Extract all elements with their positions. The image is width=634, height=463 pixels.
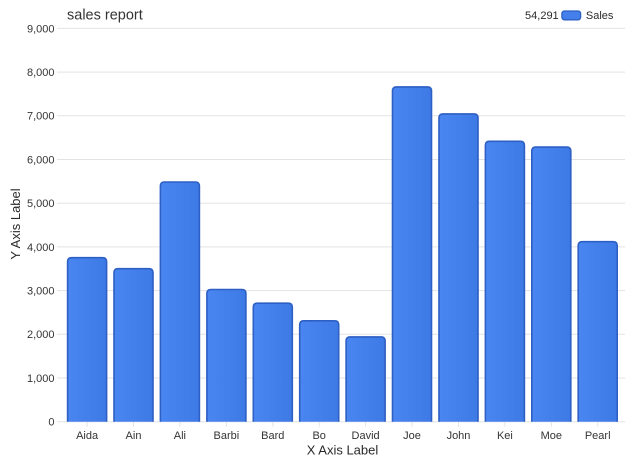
svg-text:Kei: Kei bbox=[497, 430, 513, 442]
svg-text:Barbi: Barbi bbox=[214, 430, 240, 442]
svg-text:9,000: 9,000 bbox=[27, 23, 55, 35]
svg-text:Sales: Sales bbox=[586, 10, 614, 22]
svg-text:X Axis Label: X Axis Label bbox=[307, 443, 379, 458]
svg-text:David: David bbox=[352, 430, 380, 442]
svg-text:6,000: 6,000 bbox=[27, 154, 55, 166]
svg-text:0: 0 bbox=[48, 417, 54, 429]
svg-text:Pearl: Pearl bbox=[585, 430, 611, 442]
svg-text:4,000: 4,000 bbox=[27, 242, 55, 254]
svg-text:Ain: Ain bbox=[126, 430, 142, 442]
svg-text:John: John bbox=[447, 430, 471, 442]
svg-text:54,291: 54,291 bbox=[525, 10, 559, 22]
svg-text:Aida: Aida bbox=[76, 430, 99, 442]
svg-text:1,000: 1,000 bbox=[27, 373, 55, 385]
svg-text:Y Axis Label: Y Axis Label bbox=[8, 188, 23, 259]
svg-text:7,000: 7,000 bbox=[27, 111, 55, 123]
svg-text:Moe: Moe bbox=[541, 430, 562, 442]
svg-text:Ali: Ali bbox=[174, 430, 186, 442]
svg-text:2,000: 2,000 bbox=[27, 329, 55, 341]
svg-text:5,000: 5,000 bbox=[27, 198, 55, 210]
svg-text:8,000: 8,000 bbox=[27, 67, 55, 79]
svg-text:Joe: Joe bbox=[403, 430, 421, 442]
svg-text:3,000: 3,000 bbox=[27, 286, 55, 298]
svg-text:Bo: Bo bbox=[312, 430, 325, 442]
svg-text:Bard: Bard bbox=[261, 430, 284, 442]
svg-text:sales report: sales report bbox=[67, 8, 143, 24]
